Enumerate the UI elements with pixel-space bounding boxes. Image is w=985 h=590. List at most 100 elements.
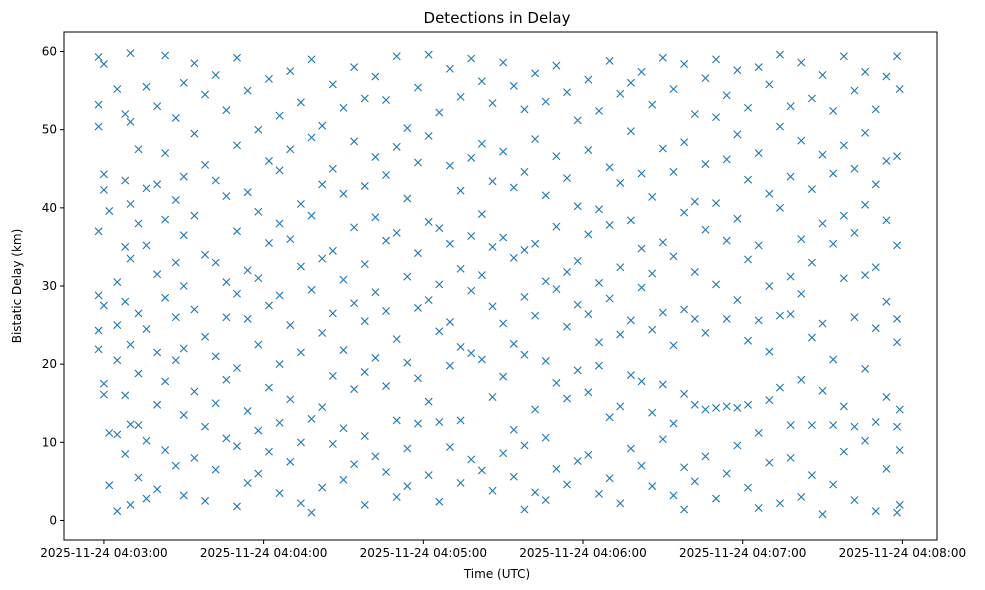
- data-point: [211, 70, 220, 79]
- data-point: [488, 302, 497, 311]
- data-point: [722, 469, 731, 478]
- data-point: [296, 348, 305, 357]
- data-point: [733, 441, 742, 450]
- data-point: [371, 153, 380, 162]
- data-point: [201, 332, 210, 341]
- data-point: [94, 291, 103, 300]
- data-point: [233, 364, 241, 373]
- data-point: [648, 100, 657, 109]
- data-point: [637, 67, 646, 76]
- data-point: [797, 375, 806, 384]
- y-tick-label: 10: [42, 435, 57, 449]
- data-point: [233, 442, 241, 451]
- x-tick-label: 2025-11-24 04:03:00: [40, 546, 167, 560]
- data-point: [861, 67, 870, 76]
- data-point: [382, 468, 391, 476]
- data-point: [264, 156, 273, 165]
- data-point: [445, 239, 454, 248]
- data-point: [113, 507, 122, 516]
- data-point: [658, 144, 667, 153]
- data-point: [658, 238, 667, 247]
- y-axis-label: Bistatic Delay (km): [10, 229, 24, 344]
- data-point: [414, 419, 422, 428]
- data-point: [99, 170, 108, 179]
- data-point: [350, 385, 359, 394]
- data-point: [371, 288, 380, 297]
- data-point: [171, 356, 180, 365]
- data-point: [893, 422, 902, 431]
- data-point: [371, 213, 380, 222]
- data-point: [669, 341, 678, 350]
- data-point: [893, 338, 902, 347]
- data-point: [637, 283, 646, 292]
- data-point: [882, 297, 891, 306]
- data-point: [563, 480, 572, 489]
- data-point: [807, 471, 816, 480]
- y-tick-label: 60: [42, 45, 57, 59]
- data-point: [541, 433, 550, 442]
- data-point: [839, 52, 848, 61]
- data-point: [126, 340, 135, 349]
- data-point: [754, 428, 763, 437]
- data-point: [414, 249, 422, 258]
- data-point: [392, 142, 401, 151]
- data-point: [211, 399, 220, 408]
- data-point: [360, 500, 369, 509]
- data-point: [658, 308, 667, 317]
- data-point: [153, 485, 162, 494]
- data-point: [339, 275, 348, 284]
- data-point: [690, 267, 699, 276]
- data-point: [153, 180, 162, 189]
- data-point: [424, 217, 433, 226]
- data-point: [222, 313, 231, 322]
- data-point: [744, 336, 753, 345]
- data-point: [744, 400, 753, 409]
- data-point: [211, 258, 220, 267]
- data-point: [775, 122, 784, 131]
- data-point: [573, 300, 582, 309]
- data-point: [871, 507, 880, 516]
- data-point: [499, 319, 508, 328]
- data-point: [403, 358, 412, 367]
- data-point: [171, 461, 180, 470]
- data-point: [126, 254, 135, 263]
- data-point: [179, 172, 188, 181]
- data-point: [605, 413, 614, 422]
- data-point: [328, 164, 337, 173]
- data-point: [712, 280, 721, 289]
- data-point: [531, 69, 540, 78]
- data-point: [435, 327, 444, 336]
- data-point: [286, 395, 295, 404]
- data-point: [871, 324, 880, 333]
- data-point: [509, 81, 518, 90]
- data-point: [121, 297, 130, 306]
- data-point: [797, 58, 806, 67]
- data-point: [648, 482, 657, 491]
- data-point: [94, 122, 103, 131]
- data-point: [648, 325, 657, 334]
- data-point: [818, 150, 827, 159]
- y-tick-label: 0: [49, 513, 57, 527]
- data-point: [126, 199, 135, 208]
- data-point: [339, 189, 348, 198]
- data-point: [142, 436, 151, 445]
- data-point: [850, 313, 859, 322]
- y-axis-ticks: 0 10 20 30 40 50 60: [42, 45, 64, 527]
- data-point: [712, 55, 721, 64]
- data-point: [456, 342, 465, 351]
- data-point: [499, 372, 508, 381]
- data-point: [531, 239, 540, 248]
- data-point: [563, 394, 572, 403]
- data-point: [121, 450, 130, 459]
- data-point: [171, 258, 180, 267]
- data-point: [594, 489, 603, 498]
- data-point: [94, 227, 103, 236]
- data-point: [456, 264, 465, 273]
- data-point: [445, 443, 454, 451]
- data-point: [616, 178, 625, 187]
- data-point: [211, 465, 220, 474]
- data-point: [594, 361, 603, 370]
- data-point: [307, 508, 316, 517]
- data-point: [765, 347, 774, 356]
- data-point: [850, 164, 859, 173]
